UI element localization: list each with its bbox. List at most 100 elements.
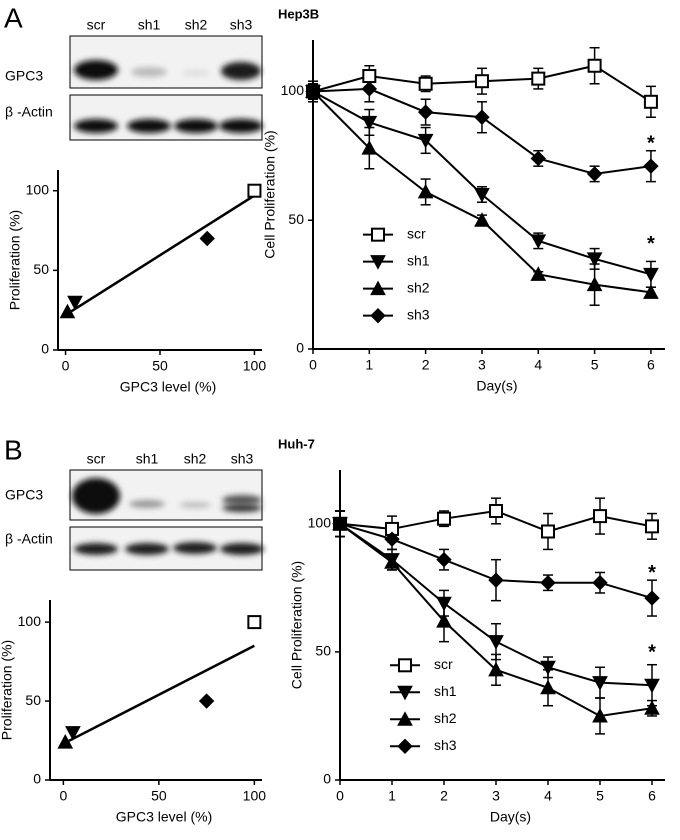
x-axis-label: Day(s)	[490, 809, 531, 825]
marker	[587, 58, 602, 73]
marker	[586, 166, 603, 182]
marker	[540, 575, 556, 591]
marker	[593, 509, 607, 524]
legend-marker	[370, 255, 386, 270]
y-tick-label: 50	[25, 692, 41, 708]
marker	[540, 660, 556, 676]
marker	[586, 276, 603, 292]
lane-label: sh3	[230, 17, 253, 33]
lane-label: sh2	[184, 451, 207, 467]
annotation: *	[648, 562, 656, 584]
y-axis-label: Proliferation (%)	[0, 640, 15, 740]
marker	[361, 81, 378, 97]
lane-label: sh2	[185, 17, 208, 33]
annotation: *	[647, 133, 655, 155]
legend-label: sh3	[407, 306, 430, 322]
legend-marker	[398, 658, 412, 673]
marker	[247, 183, 262, 198]
marker	[247, 615, 262, 630]
y-tick-label: 50	[33, 261, 49, 277]
x-tick-label: 6	[647, 357, 655, 373]
x-tick-label: 100	[243, 358, 267, 374]
x-tick-label: 5	[596, 788, 604, 804]
y-tick-label: 100	[281, 82, 305, 98]
row-label: GPC3	[5, 68, 43, 84]
marker	[474, 212, 490, 227]
marker	[488, 572, 504, 588]
row-label: β -Actin	[5, 531, 53, 547]
chart-title: Huh-7	[278, 436, 315, 451]
x-tick-label: 2	[440, 788, 448, 804]
marker	[592, 707, 608, 723]
legend-label: sh1	[407, 252, 430, 268]
panel-letter: B	[4, 434, 23, 465]
y-tick-label: 50	[288, 211, 304, 227]
marker	[59, 303, 76, 319]
marker	[361, 115, 378, 131]
marker	[436, 551, 452, 568]
marker	[418, 76, 433, 91]
x-tick-label: 0	[309, 357, 317, 373]
marker	[643, 158, 659, 174]
x-tick-label: 5	[591, 357, 599, 373]
marker	[592, 575, 608, 591]
blot	[69, 35, 263, 141]
legend-marker	[370, 280, 386, 296]
x-tick-label: 0	[62, 358, 70, 374]
fit-line	[64, 194, 256, 317]
fit-line	[62, 644, 255, 745]
marker	[384, 531, 400, 547]
x-axis-label: Day(s)	[476, 378, 517, 394]
marker	[643, 284, 659, 299]
legend-label: sh1	[434, 683, 457, 699]
x-tick-label: 0	[336, 788, 344, 804]
y-tick-label: 100	[18, 613, 42, 629]
marker	[417, 104, 434, 120]
marker	[643, 267, 659, 283]
marker	[199, 230, 215, 247]
marker	[644, 700, 660, 715]
y-tick-label: 0	[296, 340, 304, 356]
y-tick-label: 0	[323, 771, 331, 787]
y-axis-label: Proliferation (%)	[7, 210, 23, 310]
legend-marker	[397, 685, 413, 701]
marker	[362, 69, 377, 84]
chart-title: Hep3B	[278, 6, 319, 21]
legend-label: sh2	[434, 710, 457, 726]
panel-letter: A	[4, 2, 23, 33]
x-tick-label: 4	[544, 788, 552, 804]
x-tick-label: 3	[492, 788, 500, 804]
marker	[644, 678, 660, 694]
lane-label: scr	[87, 17, 106, 33]
legend-marker	[397, 711, 413, 726]
legend-label: sh3	[434, 737, 457, 753]
y-tick-label: 50	[315, 643, 331, 659]
marker	[417, 133, 434, 149]
x-axis-label: GPC3 level (%)	[120, 379, 216, 395]
legend-marker	[370, 307, 386, 324]
series-line	[339, 522, 653, 717]
annotation: *	[648, 642, 656, 664]
y-tick-label: 0	[41, 341, 49, 357]
marker	[645, 519, 659, 534]
marker	[384, 554, 400, 569]
marker	[488, 661, 504, 677]
marker	[57, 734, 74, 749]
legend-label: scr	[434, 656, 453, 672]
marker	[644, 590, 660, 606]
marker	[474, 188, 490, 203]
x-tick-label: 1	[388, 788, 396, 804]
lane-label: sh1	[138, 17, 161, 33]
marker	[65, 726, 81, 741]
y-tick-label: 100	[26, 181, 50, 197]
marker	[592, 676, 608, 691]
legend-label: sh2	[407, 279, 430, 295]
x-tick-label: 1	[365, 357, 373, 373]
legend-marker	[371, 227, 385, 242]
lane-label: sh3	[231, 451, 254, 467]
y-axis-label: Cell Proliferation (%)	[262, 130, 278, 258]
marker	[67, 295, 83, 311]
marker	[305, 83, 321, 100]
marker	[530, 266, 547, 281]
